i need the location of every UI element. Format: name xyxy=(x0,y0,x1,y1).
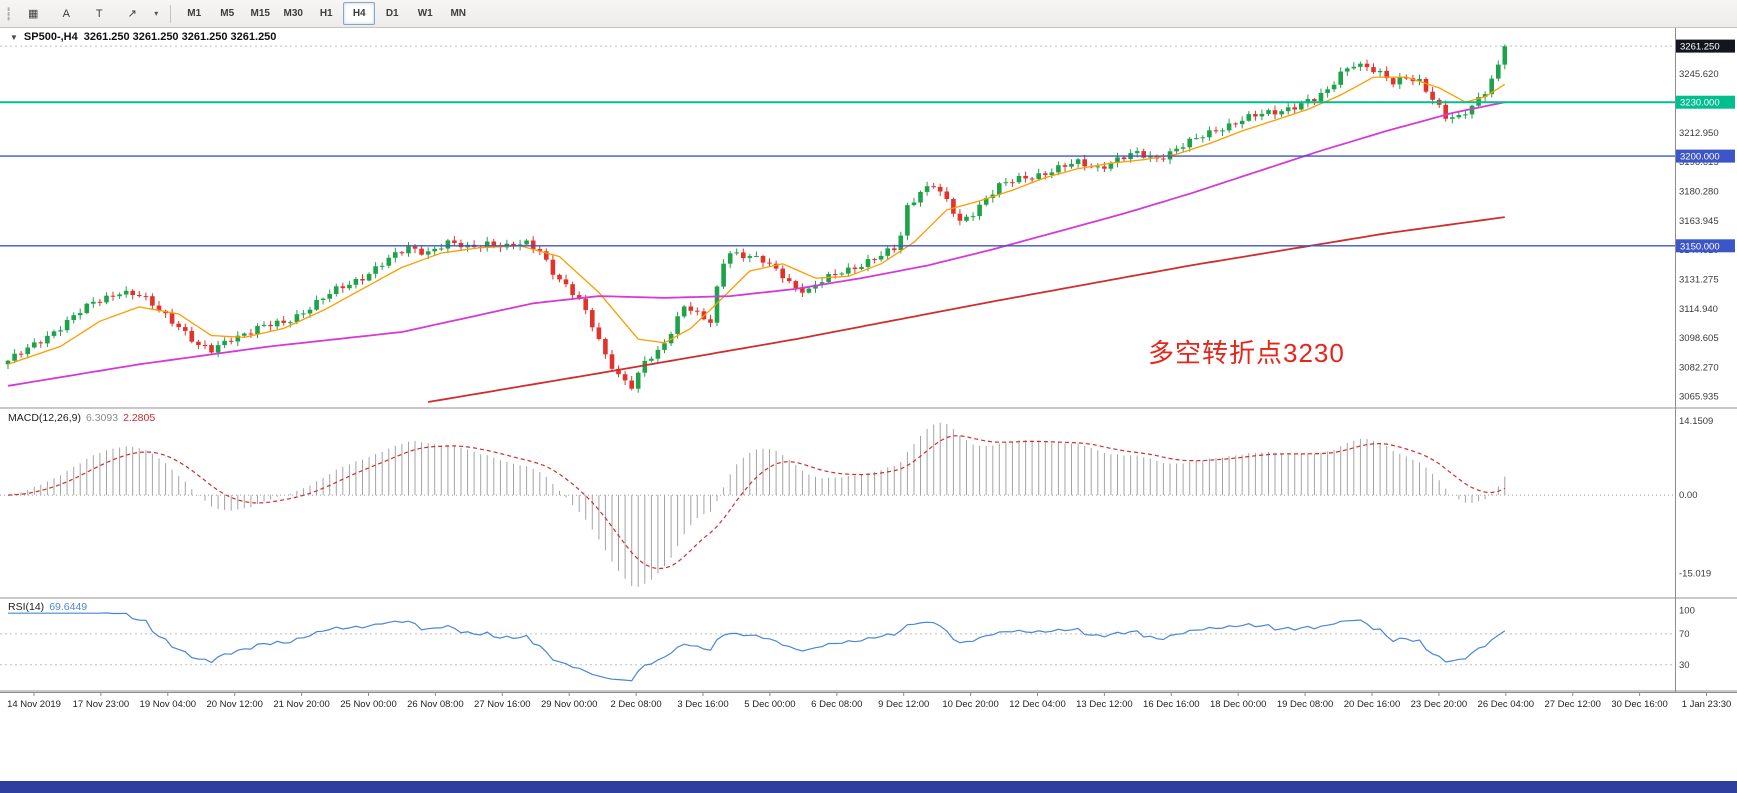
ohlc-values: 3261.250 3261.250 3261.250 3261.250 xyxy=(83,31,277,43)
time-tick-label: 3 Dec 16:00 xyxy=(677,699,728,710)
text-annotate-tool[interactable]: A xyxy=(62,7,70,20)
price-tick-label: 3098.605 xyxy=(1679,333,1719,344)
time-tick-label: 6 Dec 08:00 xyxy=(811,699,862,710)
current-price-badge[interactable]: 3261.250 xyxy=(1676,39,1735,53)
time-tick-label: 30 Dec 16:00 xyxy=(1611,699,1668,710)
price-tick-label: 3065.935 xyxy=(1679,392,1719,403)
drawing-tools: ▦ A T ↗ ▾ xyxy=(17,2,163,25)
rsi-tick-label: 100 xyxy=(1679,606,1695,617)
time-tick-label: 13 Dec 12:00 xyxy=(1076,699,1133,710)
time-tick-label: 20 Dec 16:00 xyxy=(1344,699,1401,710)
text-label-tool[interactable]: T xyxy=(95,7,103,20)
time-tick-label: 5 Dec 00:00 xyxy=(744,699,795,710)
toolbar-grip[interactable]: ┇ xyxy=(5,6,13,21)
taskbar-strip xyxy=(0,781,1737,793)
shapes-dropdown-caret[interactable]: ▾ xyxy=(154,9,159,18)
time-tick-label: 29 Nov 00:00 xyxy=(541,699,598,710)
level-badge-3150.000[interactable]: 3150.000 xyxy=(1676,239,1735,253)
ma-mid-magenta xyxy=(7,101,1505,387)
panel-splitter[interactable] xyxy=(0,690,1737,692)
price-tick-label: 3245.620 xyxy=(1679,69,1719,80)
panel-splitter[interactable] xyxy=(0,407,1737,409)
macd-tick-label: 0.00 xyxy=(1679,490,1698,501)
chart-canvas[interactable]: 3245.6203229.2853212.9503196.6153180.280… xyxy=(0,28,1737,716)
time-tick-label: 12 Dec 04:00 xyxy=(1009,699,1066,710)
rsi-value: 69.6449 xyxy=(49,601,88,613)
time-tick-label: 14 Nov 2019 xyxy=(7,699,61,710)
rsi-label: RSI(14) xyxy=(8,601,45,613)
ma-slow-red xyxy=(428,216,1505,403)
timeframe-w1[interactable]: W1 xyxy=(417,8,433,19)
svg-text:3230.000: 3230.000 xyxy=(1680,98,1720,109)
ma-fast-orange xyxy=(7,76,1506,365)
time-tick-label: 23 Dec 20:00 xyxy=(1411,699,1468,710)
time-tick-label: 20 Nov 12:00 xyxy=(206,699,263,710)
time-tick-label: 26 Dec 04:00 xyxy=(1478,699,1535,710)
macd-signal-value: 2.2805 xyxy=(123,412,156,424)
toolbar-separator xyxy=(170,4,172,23)
macd-tick-label: -15.019 xyxy=(1679,569,1711,580)
time-tick-label: 9 Dec 12:00 xyxy=(878,699,929,710)
timeframe-m15[interactable]: M15 xyxy=(250,8,270,19)
time-tick-label: 18 Dec 00:00 xyxy=(1210,699,1267,710)
macd-main-value: 6.3093 xyxy=(85,412,119,424)
rsi-line xyxy=(8,612,1506,682)
price-tick-label: 3163.945 xyxy=(1679,216,1719,227)
macd-tick-label: 14.1509 xyxy=(1679,416,1713,427)
time-tick-label: 27 Dec 12:00 xyxy=(1544,699,1601,710)
timeframe-h1[interactable]: H1 xyxy=(319,8,333,19)
timeframe-mn[interactable]: MN xyxy=(450,8,467,19)
level-badge-3200.000[interactable]: 3200.000 xyxy=(1676,149,1735,163)
time-tick-label: 26 Nov 08:00 xyxy=(407,699,464,710)
rsi-indicator-label: RSI(14) 69.6449 xyxy=(8,601,87,613)
chart-annotation-text: 多空转折点3230 xyxy=(1148,338,1345,368)
collapse-chart-icon[interactable]: ▼ xyxy=(10,32,18,42)
candlesticks xyxy=(5,44,1508,393)
price-tick-label: 3180.280 xyxy=(1679,187,1719,198)
timeframe-buttons: M1 M5 M15 M30 H1 H4 D1 W1 MN xyxy=(178,2,474,25)
price-tick-label: 3131.275 xyxy=(1679,274,1719,285)
time-tick-label: 1 Jan 23:30 xyxy=(1682,699,1732,710)
rsi-tick-label: 30 xyxy=(1679,660,1690,671)
timeframe-m5[interactable]: M5 xyxy=(220,8,235,19)
price-tick-label: 3114.940 xyxy=(1679,304,1718,315)
macd-indicator-label: MACD(12,26,9) 6.3093 2.2805 xyxy=(8,412,155,424)
time-tick-label: 10 Dec 20:00 xyxy=(942,699,999,710)
time-tick-label: 19 Dec 08:00 xyxy=(1277,699,1334,710)
timeframe-h4[interactable]: H4 xyxy=(343,2,376,25)
time-tick-label: 2 Dec 08:00 xyxy=(610,699,661,710)
time-tick-label: 27 Nov 16:00 xyxy=(474,699,531,710)
price-tick-label: 3082.270 xyxy=(1679,362,1719,373)
timeframe-d1[interactable]: D1 xyxy=(385,8,399,19)
svg-text:3200.000: 3200.000 xyxy=(1680,152,1720,163)
time-tick-label: 19 Nov 04:00 xyxy=(140,699,197,710)
shapes-arrow-tool[interactable]: ↗ xyxy=(127,8,137,20)
windows-grid-tool[interactable]: ▦ xyxy=(28,8,39,20)
toolbar: ┇ ▦ A T ↗ ▾ M1 M5 M15 M30 H1 H4 D1 W1 MN xyxy=(0,0,1737,28)
time-tick-label: 17 Nov 23:00 xyxy=(73,699,130,710)
chart-symbol-header: ▼ SP500-,H4 3261.250 3261.250 3261.250 3… xyxy=(10,31,276,43)
macd-signal-line xyxy=(7,435,1506,570)
time-tick-label: 21 Nov 20:00 xyxy=(273,699,330,710)
timeframe-m1[interactable]: M1 xyxy=(187,8,202,19)
svg-text:3261.250: 3261.250 xyxy=(1680,42,1720,53)
macd-label: MACD(12,26,9) xyxy=(8,412,81,424)
price-tick-label: 3212.950 xyxy=(1679,128,1719,139)
svg-text:3150.000: 3150.000 xyxy=(1680,241,1720,252)
time-tick-label: 16 Dec 16:00 xyxy=(1143,699,1200,710)
symbol-timeframe-label: SP500-,H4 xyxy=(23,31,78,43)
level-badge-3230.000[interactable]: 3230.000 xyxy=(1676,95,1735,109)
timeframe-m30[interactable]: M30 xyxy=(283,8,303,19)
rsi-tick-label: 70 xyxy=(1679,629,1690,640)
time-tick-label: 25 Nov 00:00 xyxy=(340,699,397,710)
panel-splitter[interactable] xyxy=(0,597,1737,599)
